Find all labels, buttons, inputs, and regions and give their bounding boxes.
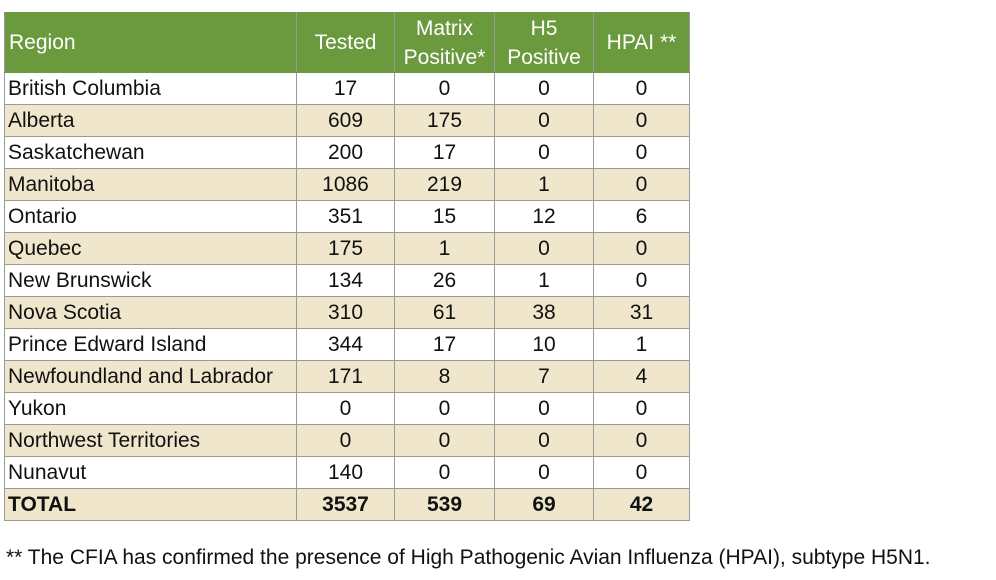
table-row: Yukon 0 0 0 0 <box>4 392 690 425</box>
column-header: Region <box>4 12 297 73</box>
count-cell: 0 <box>394 392 495 425</box>
count-cell: 310 <box>296 296 395 329</box>
count-cell: 10 <box>494 328 594 361</box>
total-row: TOTAL 3537 539 69 42 <box>4 488 690 521</box>
table-row: Saskatchewan 200 17 0 0 <box>4 136 690 169</box>
region-cell: Ontario <box>4 200 297 233</box>
data-table: Region Tested Matrix Positive* H5 Positive H… <box>4 12 690 521</box>
region-cell: British Columbia <box>4 72 297 105</box>
table-row: Ontario 351 15 12 6 <box>4 200 690 233</box>
count-cell: 0 <box>593 264 690 297</box>
count-cell: 171 <box>296 360 395 393</box>
count-cell: 0 <box>593 72 690 105</box>
count-cell: 17 <box>296 72 395 105</box>
column-header: HPAI ** <box>593 12 690 73</box>
table-row: Manitoba 1086 219 1 0 <box>4 168 690 201</box>
count-cell: 344 <box>296 328 395 361</box>
count-cell: 0 <box>296 392 395 425</box>
count-cell: 0 <box>593 104 690 137</box>
count-cell: 31 <box>593 296 690 329</box>
header-row: Region Tested Matrix Positive* H5 Positive H… <box>4 12 690 73</box>
count-cell: 1 <box>394 232 495 265</box>
count-cell: 1 <box>593 328 690 361</box>
count-cell: 0 <box>494 392 594 425</box>
count-cell: 1 <box>494 168 594 201</box>
count-cell: 219 <box>394 168 495 201</box>
count-cell: 0 <box>593 392 690 425</box>
region-cell: Nova Scotia <box>4 296 297 329</box>
count-cell: 12 <box>494 200 594 233</box>
footnote: ** The CFIA has confirmed the presence o… <box>6 546 931 569</box>
region-cell: Nunavut <box>4 456 297 489</box>
table-row: Nunavut 140 0 0 0 <box>4 456 690 489</box>
region-cell: Saskatchewan <box>4 136 297 169</box>
region-cell: Newfoundland and Labrador <box>4 360 297 393</box>
total-cell: 539 <box>394 488 495 521</box>
region-cell: Prince Edward Island <box>4 328 297 361</box>
count-cell: 0 <box>494 424 594 457</box>
count-cell: 0 <box>494 104 594 137</box>
count-cell: 8 <box>394 360 495 393</box>
count-cell: 0 <box>296 424 395 457</box>
total-label: TOTAL <box>4 488 297 521</box>
region-cell: Alberta <box>4 104 297 137</box>
count-cell: 0 <box>394 72 495 105</box>
total-cell: 69 <box>494 488 594 521</box>
count-cell: 175 <box>394 104 495 137</box>
table-row: Nova Scotia 310 61 38 31 <box>4 296 690 329</box>
total-cell: 3537 <box>296 488 395 521</box>
count-cell: 0 <box>593 136 690 169</box>
count-cell: 134 <box>296 264 395 297</box>
count-cell: 0 <box>494 136 594 169</box>
count-cell: 61 <box>394 296 495 329</box>
count-cell: 0 <box>593 424 690 457</box>
region-cell: Northwest Territories <box>4 424 297 457</box>
region-cell: Yukon <box>4 392 297 425</box>
count-cell: 0 <box>593 168 690 201</box>
region-cell: New Brunswick <box>4 264 297 297</box>
count-cell: 17 <box>394 136 495 169</box>
column-header: Matrix Positive* <box>394 12 495 73</box>
count-cell: 140 <box>296 456 395 489</box>
column-header: H5 Positive <box>494 12 594 73</box>
table-row: New Brunswick 134 26 1 0 <box>4 264 690 297</box>
table-row: Newfoundland and Labrador 171 8 7 4 <box>4 360 690 393</box>
count-cell: 26 <box>394 264 495 297</box>
table-row: Quebec 175 1 0 0 <box>4 232 690 265</box>
count-cell: 175 <box>296 232 395 265</box>
count-cell: 4 <box>593 360 690 393</box>
count-cell: 0 <box>593 456 690 489</box>
table-row: Prince Edward Island 344 17 10 1 <box>4 328 690 361</box>
count-cell: 0 <box>494 72 594 105</box>
count-cell: 200 <box>296 136 395 169</box>
count-cell: 609 <box>296 104 395 137</box>
table-row: Alberta 609 175 0 0 <box>4 104 690 137</box>
count-cell: 351 <box>296 200 395 233</box>
count-cell: 1 <box>494 264 594 297</box>
count-cell: 0 <box>494 456 594 489</box>
count-cell: 15 <box>394 200 495 233</box>
count-cell: 6 <box>593 200 690 233</box>
count-cell: 17 <box>394 328 495 361</box>
count-cell: 7 <box>494 360 594 393</box>
table-row: British Columbia 17 0 0 0 <box>4 72 690 105</box>
count-cell: 0 <box>494 232 594 265</box>
count-cell: 38 <box>494 296 594 329</box>
table-body: British Columbia 17 0 0 0 Alberta 609 175 0 0 Sask… <box>4 72 690 521</box>
total-cell: 42 <box>593 488 690 521</box>
count-cell: 1086 <box>296 168 395 201</box>
count-cell: 0 <box>593 232 690 265</box>
region-cell: Manitoba <box>4 168 297 201</box>
count-cell: 0 <box>394 424 495 457</box>
column-header: Tested <box>296 12 395 73</box>
count-cell: 0 <box>394 456 495 489</box>
table-row: Northwest Territories 0 0 0 0 <box>4 424 690 457</box>
region-cell: Quebec <box>4 232 297 265</box>
